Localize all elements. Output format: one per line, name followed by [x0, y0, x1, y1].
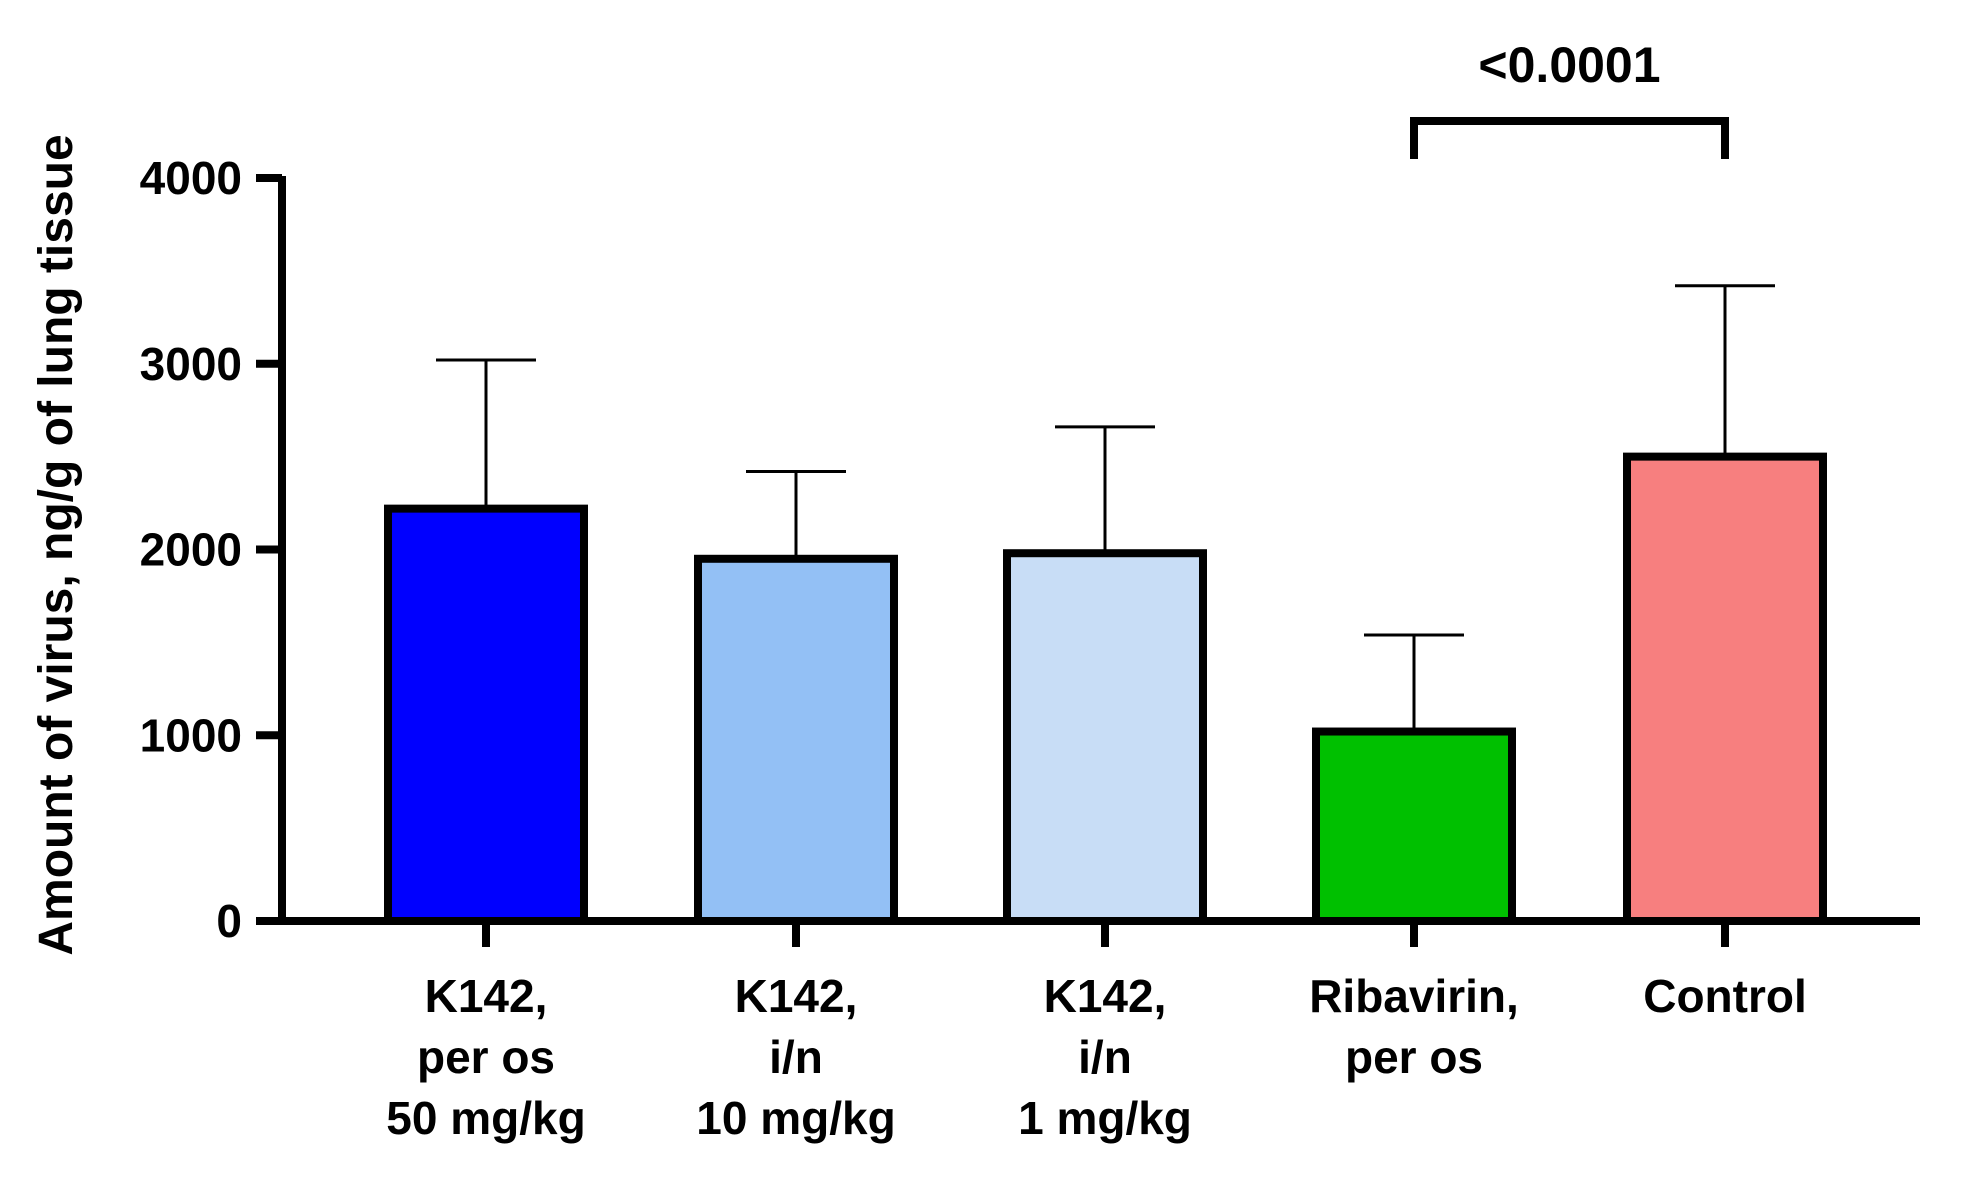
x-tick-label: K142,: [1044, 970, 1167, 1022]
x-tick-labels: K142, per os 50 mg/kg K142, i/n 10 mg/kg K142,…: [386, 970, 1806, 1144]
x-tick-label: i/n: [769, 1031, 823, 1083]
x-tick-label: per os: [417, 1031, 555, 1083]
x-tick-label: K142,: [425, 970, 548, 1022]
y-tick-label: 1000: [140, 709, 242, 761]
x-tick-label: K142,: [735, 970, 858, 1022]
x-tick-label: Control: [1643, 970, 1807, 1022]
bar: [1623, 452, 1827, 925]
p-value-label: <0.0001: [1478, 37, 1660, 93]
bars: [384, 284, 1827, 947]
y-axis-label: Amount of virus, ng/g of lung tissue: [30, 134, 83, 955]
x-tick-label: 10 mg/kg: [696, 1092, 895, 1144]
y-tick-label: 0: [216, 895, 242, 947]
bar: [1003, 549, 1207, 926]
significance-bracket: [1410, 117, 1729, 159]
bar: [1312, 727, 1516, 925]
significance-annotation: <0.0001: [1410, 37, 1729, 159]
y-tick-label: 2000: [140, 524, 242, 576]
y-axis-label-group: Amount of virus, ng/g of lung tissue: [30, 134, 83, 955]
x-tick-label: i/n: [1078, 1031, 1132, 1083]
x-tick-label: Ribavirin,: [1309, 970, 1519, 1022]
x-tick-label: 50 mg/kg: [386, 1092, 585, 1144]
x-tick-label: 1 mg/kg: [1018, 1092, 1192, 1144]
bar: [384, 504, 588, 925]
x-tick-label: per os: [1345, 1031, 1483, 1083]
y-tick-label: 3000: [140, 338, 242, 390]
bar: [694, 554, 898, 925]
y-tick-label: 4000: [140, 152, 242, 204]
